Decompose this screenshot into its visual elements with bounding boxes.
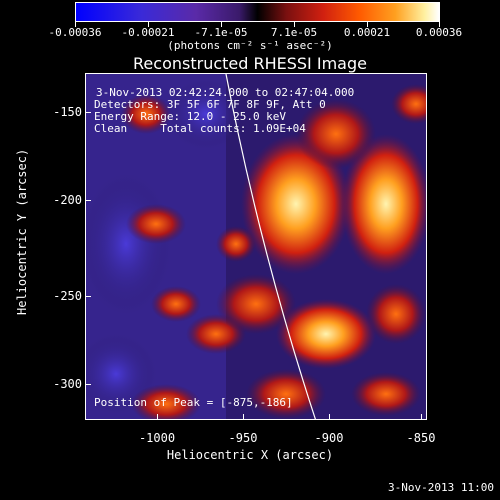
y-tick [85, 112, 91, 113]
image-title: Reconstructed RHESSI Image [133, 54, 367, 73]
colorbar-tick [221, 22, 222, 27]
colorbar-tick [294, 22, 295, 27]
colorbar-label: -0.00021 [121, 26, 175, 39]
time-range-label: 3-Nov-2013 02:42:24.000 to 02:47:04.000 [96, 86, 355, 99]
y-tick-label: -300 [53, 377, 82, 391]
peak-position-label: Position of Peak = [-875,-186] [94, 396, 293, 409]
x-tick-label: -950 [228, 431, 258, 445]
date-stamp: 3-Nov-2013 11:00 [388, 481, 494, 494]
colorbar-label: 7.1e-05 [270, 26, 318, 39]
image-canvas [86, 74, 426, 419]
colorbar-tick [148, 22, 149, 27]
x-tick-label: -1000 [138, 431, 176, 445]
colorbar-tick [367, 22, 368, 27]
colorbar-tick [439, 22, 440, 27]
y-tick-label: -150 [53, 105, 82, 119]
y-tick-label: -200 [53, 193, 82, 207]
y-axis-label: Heliocentric Y (arcsec) [15, 148, 29, 315]
colorbar [75, 2, 440, 22]
x-tick [157, 414, 158, 420]
x-tick [243, 414, 244, 420]
colorbar-label: 0.00021 [343, 26, 391, 39]
x-tick [421, 414, 422, 420]
y-tick [85, 296, 91, 297]
colorbar-label: 0.00036 [415, 26, 463, 39]
solar-limb-line [225, 74, 316, 419]
detectors-label: Detectors: 3F 5F 6F 7F 8F 9F, Att 0 [94, 98, 326, 111]
x-tick [329, 414, 330, 420]
y-tick [85, 200, 91, 201]
y-tick [85, 384, 91, 385]
x-tick-label: -900 [314, 431, 344, 445]
colorbar-tick [75, 22, 76, 27]
y-tick-label: -250 [53, 289, 82, 303]
x-tick-label: -850 [406, 431, 436, 445]
x-axis-label: Heliocentric X (arcsec) [166, 448, 334, 462]
clean-counts-label: Clean Total counts: 1.09E+04 [94, 122, 306, 135]
energy-range-label: Energy Range: 12.0 - 25.0 keV [94, 110, 287, 123]
colorbar-label: -0.00036 [48, 26, 102, 39]
colorbar-label: -7.1e-05 [194, 26, 248, 39]
rhessi-image: 3-Nov-2013 02:42:24.000 to 02:47:04.000 … [85, 73, 427, 420]
colorbar-units: (photons cm⁻² s⁻¹ asec⁻²) [167, 39, 333, 52]
